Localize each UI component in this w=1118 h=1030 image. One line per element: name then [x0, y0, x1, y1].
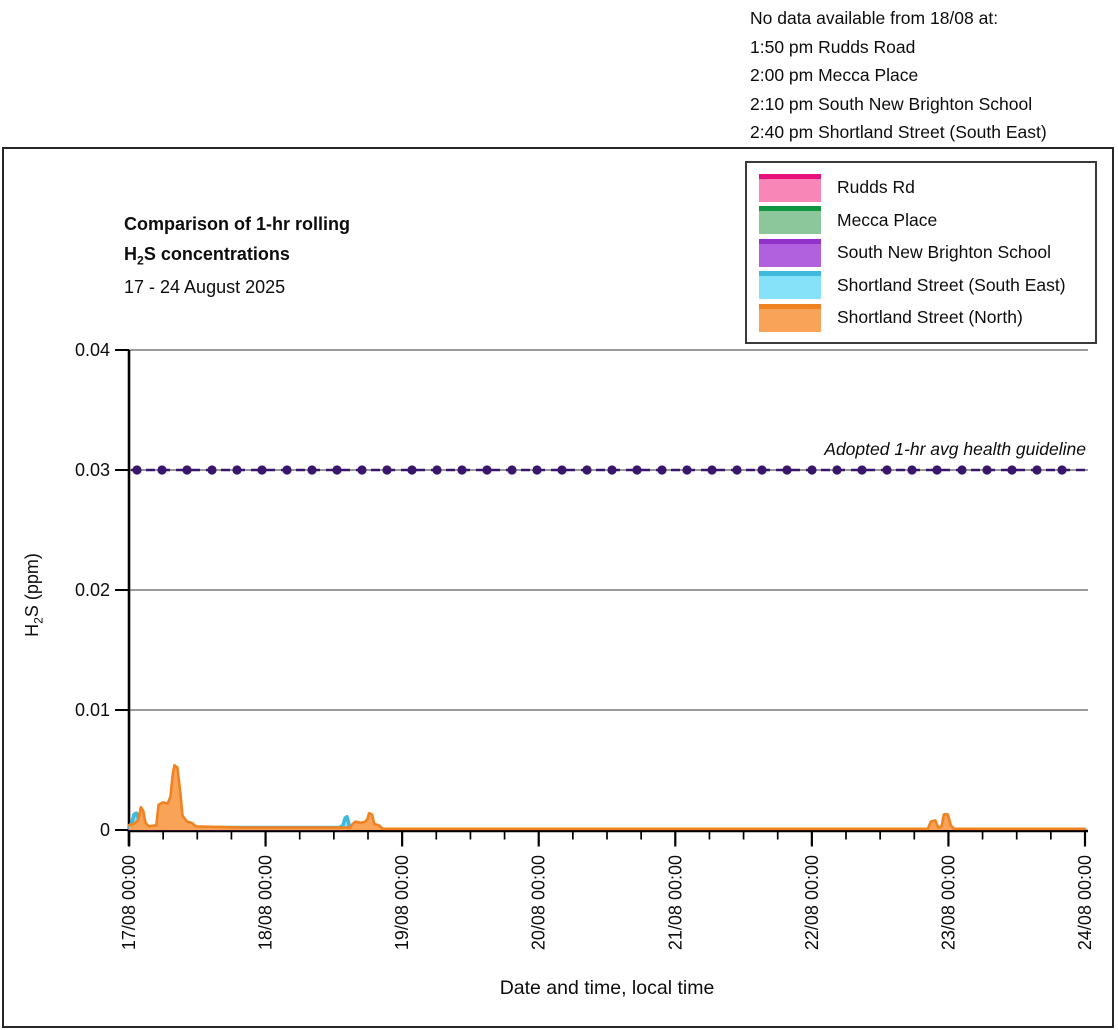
note-line: No data available from 18/08 at:	[750, 8, 999, 28]
note-line: 2:40 pm Shortland Street (South East)	[750, 122, 1047, 142]
guideline-dot	[432, 465, 442, 475]
x-tick-label: 20/08 00:00	[529, 855, 549, 950]
guideline-dot	[807, 465, 817, 475]
guideline-dot	[482, 465, 492, 475]
chart-subtitle: 17 - 24 August 2025	[124, 277, 286, 297]
x-tick-label: 21/08 00:00	[665, 855, 685, 950]
guideline-dot	[982, 465, 992, 475]
guideline-dot	[582, 465, 592, 475]
guideline-dot	[907, 465, 917, 475]
guideline-dot	[307, 465, 317, 475]
legend-label: Mecca Place	[837, 209, 938, 230]
guideline-annotation: Adopted 1-hr avg health guideline	[824, 439, 1086, 459]
x-tick-label: 22/08 00:00	[802, 855, 822, 950]
legend-label: Shortland Street (South East)	[837, 274, 1066, 295]
guideline-dot	[557, 465, 567, 475]
chart-title: Comparison of 1-hr rolling H2S concentra…	[124, 214, 351, 268]
guideline-dot	[357, 465, 367, 475]
guideline-dot	[182, 465, 192, 475]
guideline-dot	[257, 465, 267, 475]
legend-item: South New Brighton School	[759, 238, 1083, 267]
no-data-note: No data available from 18/08 at: 1:50 pm…	[750, 4, 1047, 147]
guideline-dot	[957, 465, 967, 475]
note-line: 2:10 pm South New Brighton School	[750, 93, 1033, 114]
x-tick-label: 19/08 00:00	[392, 855, 412, 950]
guideline-dot	[532, 465, 542, 475]
note-line: 2:00 pm Mecca Place	[750, 65, 919, 85]
guideline-dot	[407, 465, 417, 475]
legend-label: Rudds Rd	[837, 177, 915, 197]
y-tick-label: 0.01	[75, 700, 110, 720]
y-axis-title: H2S (ppm)	[22, 553, 46, 637]
y-tick-label: 0	[100, 820, 110, 840]
legend-item: Rudds Rd	[759, 173, 1083, 202]
guideline-dot	[732, 465, 742, 475]
x-tick-label: 17/08 00:00	[119, 855, 139, 950]
plot-area: 0 0.01 0.02 0.03 0.04 17/08 00:00 18/08 00:00 1…	[75, 340, 1095, 950]
legend-swatch	[759, 206, 821, 234]
legend-label: South New Brighton School	[837, 242, 1052, 262]
legend: Rudds Rd Mecca Place South New Brighton …	[745, 161, 1097, 344]
legend-item: Shortland Street (South East)	[759, 271, 1083, 299]
guideline-dot	[757, 465, 767, 475]
guideline-dot	[782, 465, 792, 475]
legend-swatch	[759, 173, 821, 202]
guideline-dot	[1007, 465, 1017, 475]
legend-item: Shortland Street (North)	[759, 303, 1083, 332]
x-axis-title: Date and time, local time	[499, 977, 715, 999]
series-line-shortland-street-north-	[127, 763, 1087, 831]
guideline-dot	[607, 465, 617, 475]
guideline-dot	[682, 465, 692, 475]
guideline-dot	[857, 465, 867, 475]
guideline-dot	[1057, 465, 1067, 475]
x-tick-label: 24/08 00:00	[1075, 855, 1095, 950]
guideline-dot	[882, 465, 892, 475]
guideline-dot	[382, 465, 392, 475]
guideline-dot	[207, 465, 217, 475]
guideline-dot	[232, 465, 242, 475]
guideline-dot	[282, 465, 292, 475]
guideline-dot	[657, 465, 667, 475]
guideline-dot	[157, 465, 167, 475]
guideline-dot	[932, 465, 942, 475]
guideline-dot	[707, 465, 717, 475]
guideline-dot	[1032, 465, 1042, 475]
y-tick-label: 0.03	[75, 460, 110, 480]
legend-swatch	[759, 303, 821, 332]
y-tick-label: 0.04	[75, 340, 110, 360]
legend-swatch	[759, 238, 821, 267]
guideline-dot	[457, 465, 467, 475]
legend-item: Mecca Place	[759, 206, 1083, 234]
guideline-dot	[832, 465, 842, 475]
x-tick-label: 18/08 00:00	[256, 855, 276, 950]
chart-figure: Comparison of 1-hr rolling H2S concentra…	[2, 147, 1114, 1028]
guideline-dot	[332, 465, 342, 475]
x-tick-label: 23/08 00:00	[938, 855, 958, 950]
guideline-dot	[132, 465, 142, 475]
guideline-dot	[632, 465, 642, 475]
note-line: 1:50 pm Rudds Road	[750, 36, 916, 57]
guideline-dot	[507, 465, 517, 475]
legend-swatch	[759, 271, 821, 299]
y-tick-label: 0.02	[75, 580, 110, 600]
legend-label: Shortland Street (North)	[837, 307, 1023, 327]
